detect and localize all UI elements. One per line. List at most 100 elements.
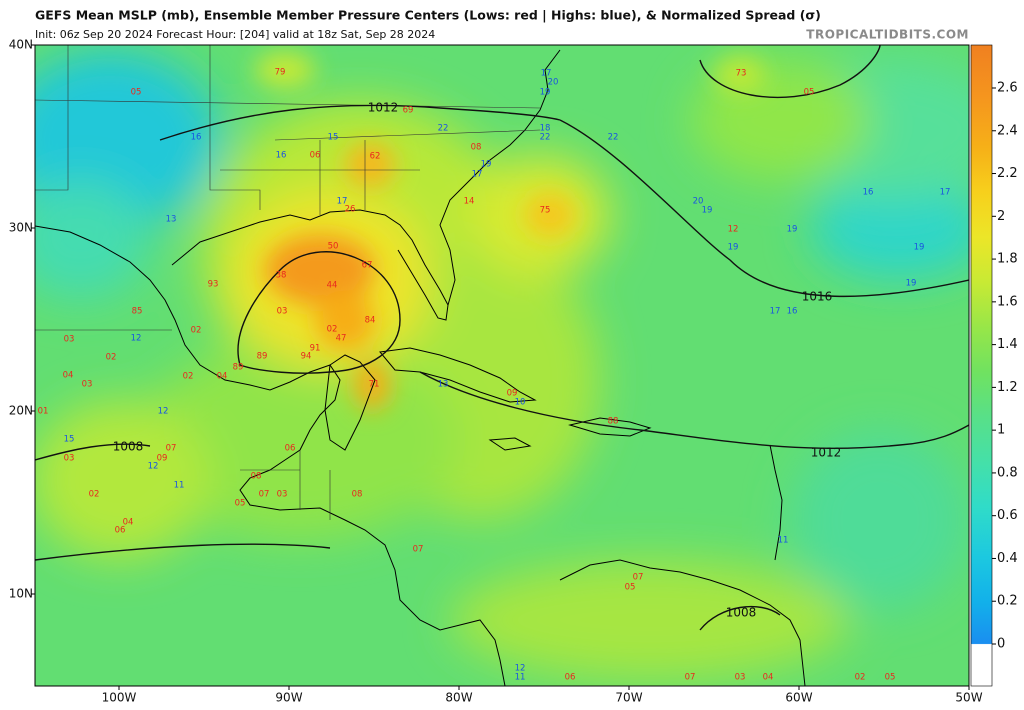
high-center: 16 — [276, 151, 287, 161]
low-center: 07 — [413, 545, 424, 555]
high-center: 19 — [787, 225, 798, 235]
low-center: 02 — [327, 325, 338, 335]
high-center: 22 — [540, 133, 551, 143]
low-center: 91 — [310, 344, 321, 354]
low-center: 05 — [885, 673, 896, 683]
low-center: 03 — [277, 490, 288, 500]
low-center: 93 — [208, 280, 219, 290]
lon-label: 90W — [275, 691, 302, 705]
low-center: 07 — [685, 673, 696, 683]
low-center: 38 — [276, 271, 287, 281]
low-center: 47 — [336, 334, 347, 344]
low-center: 75 — [540, 206, 551, 216]
high-center: 17 — [770, 307, 781, 317]
isobar-label: 1008 — [726, 606, 757, 620]
low-center: 05 — [235, 499, 246, 509]
low-center: 89 — [233, 363, 244, 373]
high-center: 17 — [940, 188, 951, 198]
low-center: 08 — [352, 490, 363, 500]
lat-label: 40N — [9, 38, 33, 52]
high-center: 22 — [438, 124, 449, 134]
low-center: 07 — [259, 490, 270, 500]
low-center: 03 — [735, 673, 746, 683]
high-center: 22 — [608, 133, 619, 143]
low-center: 44 — [327, 281, 338, 291]
high-center: 16 — [787, 307, 798, 317]
low-center: 06 — [310, 151, 321, 161]
high-center: 12 — [131, 334, 142, 344]
high-center: 19 — [702, 206, 713, 216]
colorbar-label: 1 — [997, 423, 1005, 438]
low-center: 67 — [362, 261, 373, 271]
lon-label: 70W — [615, 691, 642, 705]
lat-label: 10N — [9, 587, 33, 601]
low-center: 07 — [633, 573, 644, 583]
low-center: 85 — [132, 307, 143, 317]
low-center: 02 — [855, 673, 866, 683]
low-center: 89 — [257, 352, 268, 362]
low-center: 84 — [365, 316, 376, 326]
lon-label: 60W — [785, 691, 812, 705]
low-center: 09 — [507, 389, 518, 399]
colorbar-label: 1.2 — [997, 380, 1018, 395]
low-center: 08 — [471, 143, 482, 153]
low-center: 26 — [345, 205, 356, 215]
low-center: 03 — [64, 454, 75, 464]
high-center: 12 — [158, 407, 169, 417]
low-center: 69 — [403, 106, 414, 116]
low-center: 02 — [89, 490, 100, 500]
high-center: 13 — [438, 380, 449, 390]
lon-label: 80W — [445, 691, 472, 705]
high-center: 17 — [541, 69, 552, 79]
high-center: 20 — [548, 78, 559, 88]
low-center: 03 — [277, 307, 288, 317]
low-center: 07 — [166, 444, 177, 454]
colorbar-label: 2 — [997, 209, 1005, 224]
colorbar-label: 0.2 — [997, 594, 1018, 609]
subtitle: Init: 06z Sep 20 2024 Forecast Hour: [20… — [35, 28, 435, 41]
low-center: 08 — [251, 472, 262, 482]
low-center: 14 — [464, 197, 475, 207]
low-center: 03 — [82, 380, 93, 390]
low-center: 12 — [728, 225, 739, 235]
isobar-label: 1016 — [802, 290, 833, 304]
high-center: 19 — [906, 279, 917, 289]
colorbar-label: 0.8 — [997, 465, 1018, 480]
low-center: 03 — [64, 335, 75, 345]
isobar-label: 1008 — [113, 440, 144, 454]
high-center: 17 — [337, 197, 348, 207]
title: GEFS Mean MSLP (mb), Ensemble Member Pre… — [35, 8, 821, 23]
high-center: 12 — [515, 664, 526, 674]
isobars — [35, 45, 969, 631]
spread-blobs — [35, 50, 969, 680]
colorbar-label: 0 — [997, 637, 1005, 652]
colorbar-label: 2.4 — [997, 123, 1018, 138]
colorbar-label: 1.8 — [997, 252, 1018, 267]
high-center: 17 — [472, 170, 483, 180]
low-center: 94 — [301, 352, 312, 362]
high-center: 12 — [148, 462, 159, 472]
low-center: 06 — [565, 673, 576, 683]
colorbar-label: 2.6 — [997, 81, 1018, 96]
low-center: 06 — [115, 526, 126, 536]
low-center: 02 — [106, 353, 117, 363]
high-center: 10 — [515, 398, 526, 408]
low-center: 05 — [804, 88, 815, 98]
low-center: 05 — [625, 583, 636, 593]
high-center: 19 — [481, 160, 492, 170]
isobar-label: 1012 — [368, 101, 399, 115]
lon-label: 50W — [955, 691, 982, 705]
site-name: TROPICALTIDBITS.COM — [806, 28, 969, 42]
high-center: 11 — [174, 481, 185, 491]
low-center: 05 — [131, 88, 142, 98]
low-center: 73 — [736, 69, 747, 79]
low-center: 71 — [369, 380, 380, 390]
high-center: 13 — [166, 215, 177, 225]
low-center: 09 — [157, 454, 168, 464]
low-center: 02 — [183, 372, 194, 382]
colorbar-label: 1.6 — [997, 294, 1018, 309]
colorbar-label: 1.4 — [997, 337, 1018, 352]
map-frame — [34, 44, 970, 687]
